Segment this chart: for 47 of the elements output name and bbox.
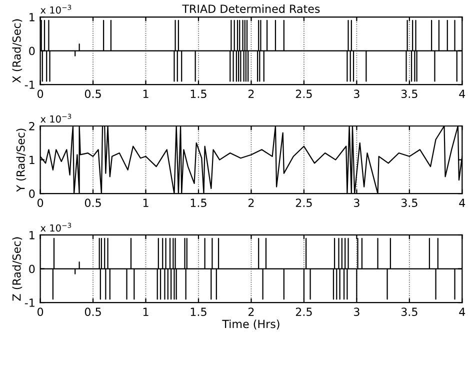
chart-title: TRIAD Determined Rates	[182, 4, 320, 13]
y-tick-label: 1	[30, 156, 34, 164]
x-tick-label: 2.5	[296, 308, 312, 316]
x-tick-label: 0	[37, 198, 44, 208]
y-tick-label: 0	[29, 46, 35, 56]
x-tick-label: 2.5	[296, 90, 312, 98]
x-tick-label: 1.5	[190, 308, 206, 316]
y-tick-label: -1	[24, 298, 34, 307]
text: x 10$^{−3}$	[40, 114, 72, 123]
y-axis-title: X (Rad/Sec)	[12, 19, 22, 83]
x-tick-label: 4	[459, 90, 466, 98]
y-tick-label: 1	[30, 13, 34, 22]
x-tick-label: 3.5	[401, 90, 418, 98]
x-axis-title: Time (Hrs)	[222, 320, 280, 330]
y-tick-label: 1	[30, 231, 34, 240]
x-tick-label: 3	[354, 198, 360, 208]
x-tick-label: 0.5	[84, 308, 101, 316]
y-tick-label: 2	[29, 122, 34, 130]
x-tick-label: 4	[459, 308, 466, 316]
x-tick-label: 1	[143, 198, 148, 207]
x-tick-label: 4	[459, 198, 466, 207]
x-tick-label: 0	[37, 90, 44, 98]
x-tick-label: 3.5	[401, 308, 418, 316]
x-tick-label: 1.5	[190, 198, 206, 208]
y-axis-title: Y (Rad/Sec)	[16, 128, 26, 192]
x-tick-label: 3.5	[401, 198, 418, 208]
x-tick-label: 3	[354, 308, 360, 316]
x-tick-label: 1	[143, 308, 148, 316]
line-series	[40, 238, 462, 300]
y-tick-label: 0	[29, 264, 35, 274]
x-tick-label: 1	[143, 90, 148, 98]
x-tick-label: 2	[248, 308, 254, 316]
text: x 10$^{−3}$	[40, 222, 72, 232]
line-series	[40, 20, 462, 82]
line-series	[40, 126, 462, 194]
x-tick-label: 2.5	[296, 198, 312, 208]
x-tick-label: 0.5	[84, 198, 101, 208]
y-tick-label: 0	[29, 190, 35, 198]
x-tick-label: 0.5	[84, 90, 101, 98]
text: x 10$^{−3}$	[40, 4, 72, 14]
x-tick-label: 2	[248, 198, 254, 207]
y-tick-label: -1	[24, 80, 34, 89]
x-tick-label: 3	[354, 90, 360, 98]
x-tick-label: 0	[37, 308, 44, 316]
x-tick-label: 2	[248, 90, 254, 98]
y-axis-title: Z (Rad/Sec)	[12, 237, 22, 301]
x-tick-label: 1.5	[190, 90, 206, 98]
